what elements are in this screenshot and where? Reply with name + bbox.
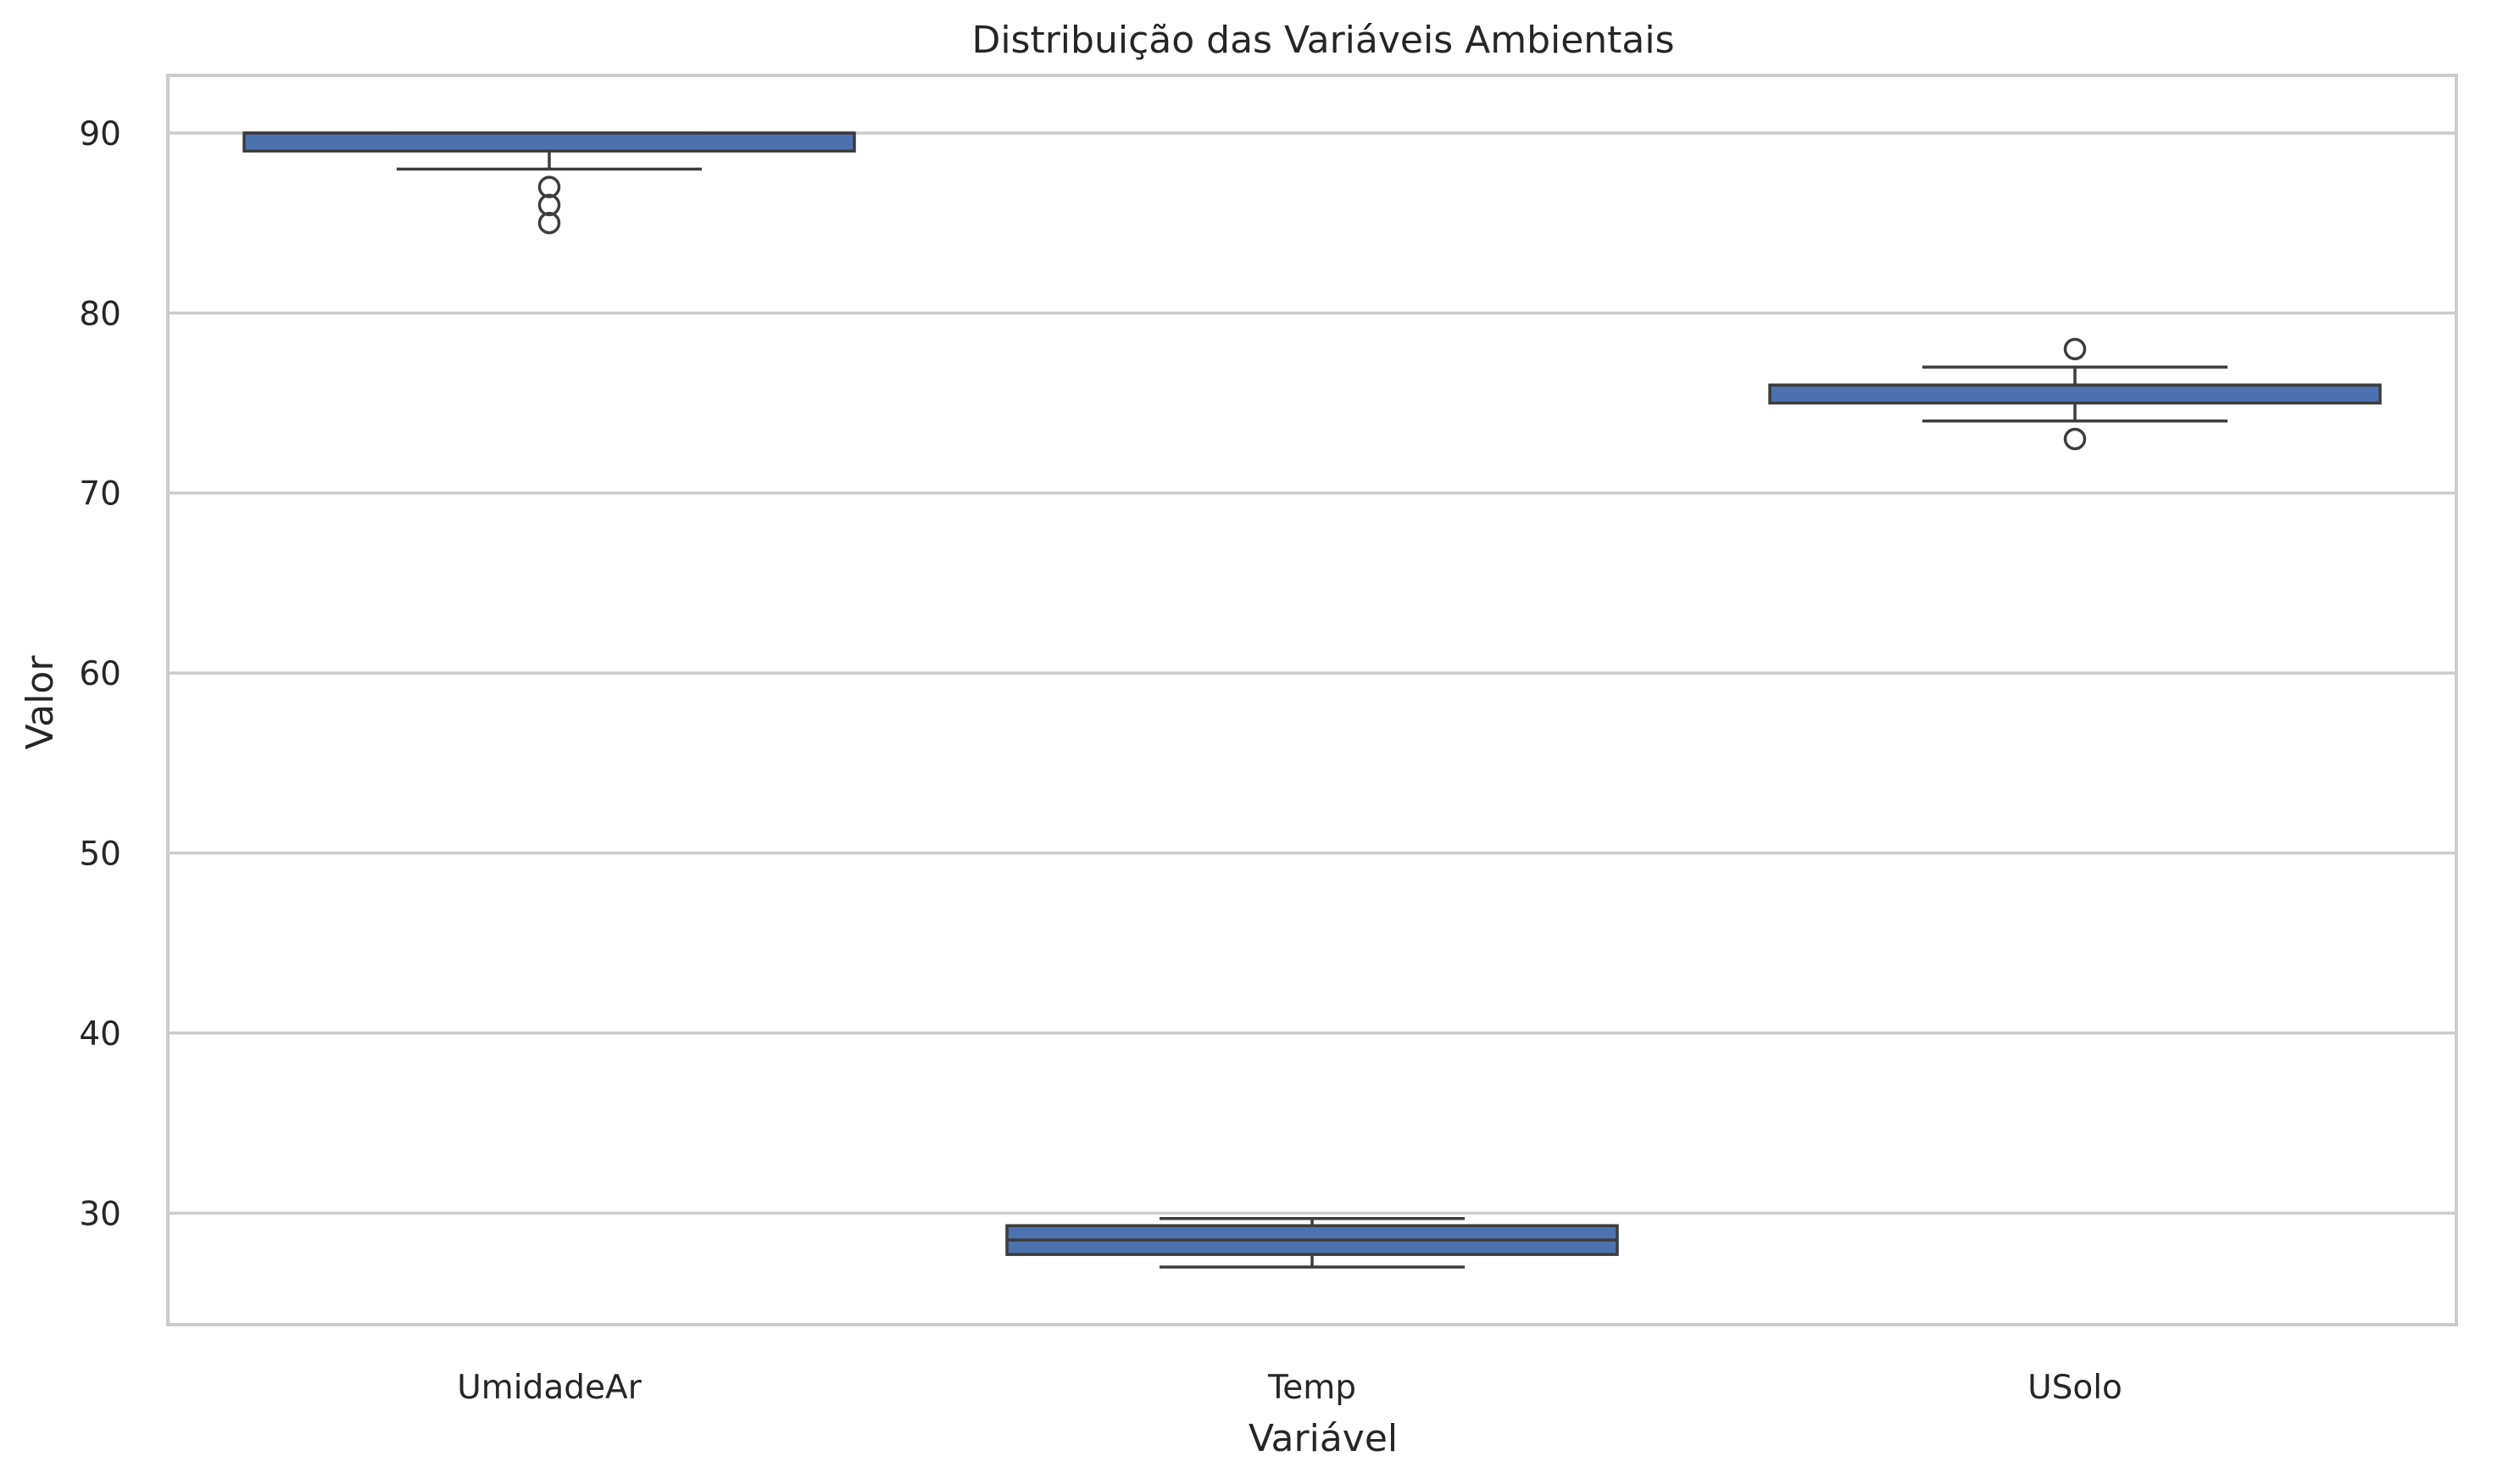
outlier-point [2063,427,2087,451]
y-tick-label: 80 [79,295,121,333]
y-tick-label: 60 [79,655,121,693]
plot-area [242,131,2382,1269]
chart-title: Distribuição das Variáveis Ambientais [971,19,1674,62]
outlier-point [537,193,561,217]
y-tick-label: 70 [79,475,121,514]
outlier-point [537,175,561,198]
y-axis-label: Valor [19,655,62,750]
x-tick-label: USolo [2027,1369,2122,1407]
box-usolo [1768,337,2382,451]
y-tick-label: 90 [79,115,121,153]
iqr-box [1768,383,2382,405]
iqr-box [242,131,856,153]
y-tick-label: 50 [79,836,121,874]
box-temp [1005,1216,1619,1269]
x-tick-label: UmidadeAr [457,1369,642,1407]
outlier-point [537,211,561,235]
x-axis-ticks: UmidadeAr Temp USolo [457,1369,2122,1407]
y-tick-label: 40 [79,1015,121,1053]
x-tick-label: Temp [1267,1369,1356,1407]
y-axis-ticks: 30 40 50 60 70 80 90 [79,115,121,1233]
x-axis-label: Variável [1249,1417,1398,1460]
outlier-point [2063,337,2087,361]
box-umidadear [242,131,856,235]
y-tick-label: 30 [79,1195,121,1233]
plot-frame [166,74,2458,1326]
